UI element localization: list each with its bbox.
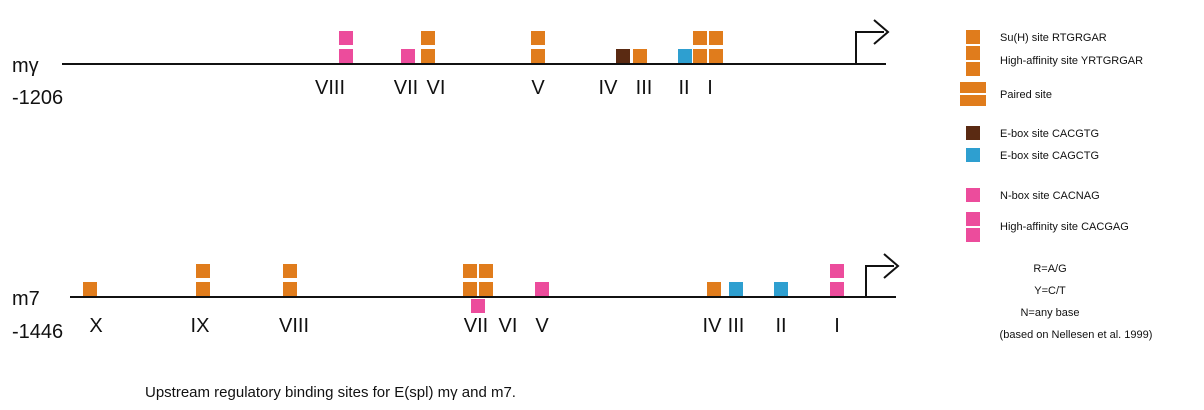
site-x-label: X — [89, 315, 102, 337]
legend-item-3-marker-bottom — [960, 95, 986, 106]
mgamma-gene-label: mγ — [12, 55, 39, 77]
mgamma-arrowhead — [873, 19, 890, 45]
site-vii-mark1-square-1 — [463, 264, 477, 278]
figure-caption: Upstream regulatory binding sites for E(… — [145, 384, 516, 401]
m7-transcription-start-arrow — [865, 265, 894, 297]
site-i-mark1-square-bottom — [830, 282, 844, 296]
site-iv-mark1-square — [616, 49, 630, 63]
site-iii-label: III — [728, 315, 745, 337]
legend-item-5-marker — [966, 148, 980, 162]
legend-item-5-label: E-box site CAGCTG — [1000, 150, 1099, 162]
site-iv-label: IV — [703, 315, 723, 337]
site-vi-label: VI — [427, 77, 446, 99]
legend-item-2-label: High-affinity site YRTGRGAR — [1000, 55, 1143, 67]
site-vii-label: VII — [394, 77, 418, 99]
site-i-label: I — [834, 315, 840, 337]
site-ix-mark1-square-bottom — [196, 282, 210, 296]
legend-item-6-label: N-box site CACNAG — [1000, 190, 1100, 202]
site-i-label: I — [707, 77, 713, 99]
mgamma-sites: VIII VII VI V IV III II I — [315, 31, 723, 99]
legend-item-2-marker-bottom — [966, 62, 980, 76]
site-viii-mark1-square-bottom — [339, 49, 353, 63]
site-viii-mark1-square-top — [339, 31, 353, 45]
legend-item-7-marker-bottom — [966, 228, 980, 242]
site-i-mark1-square-1 — [693, 31, 707, 45]
site-viii-label: VIII — [279, 315, 309, 337]
site-v-label: V — [535, 315, 549, 337]
site-v-mark1-square-top — [531, 31, 545, 45]
site-i-mark1-square-top — [830, 264, 844, 278]
mgamma-start-coordinate: -1206 — [12, 87, 63, 109]
site-ii-mark1-square — [774, 282, 788, 296]
site-x-mark1-square — [83, 282, 97, 296]
site-iv-label: IV — [599, 77, 619, 99]
site-i-mark1-square-3 — [693, 49, 707, 63]
site-ii-mark1-square — [678, 49, 692, 63]
site-viii-label: VIII — [315, 77, 345, 99]
site-iii-mark1-square — [633, 49, 647, 63]
site-iii-label: III — [636, 77, 653, 99]
m7-sites: X IX VIII VII VI V IV III II I — [83, 264, 844, 337]
legend-item-2-marker-top — [966, 46, 980, 60]
site-ix-mark1-square-top — [196, 264, 210, 278]
legend-item-1-label: Su(H) site RTGRGAR — [1000, 32, 1107, 44]
site-ii-label: II — [678, 77, 689, 99]
m7-gene-label: m7 — [12, 288, 40, 310]
key-line-y: Y=C/T — [1034, 285, 1066, 297]
site-vi-mark1-square-bottom — [421, 49, 435, 63]
legend-item-6-marker — [966, 188, 980, 202]
legend: Su(H) site RTGRGAR High-affinity site YRT… — [960, 30, 1143, 242]
site-iii-mark1-square — [729, 282, 743, 296]
m7-start-coordinate: -1446 — [12, 321, 63, 343]
m7-arrowhead — [883, 253, 900, 279]
site-vii-mark1-square — [401, 49, 415, 63]
site-i-mark1-square-4 — [709, 49, 723, 63]
site-vii-label: VII — [464, 315, 488, 337]
site-v-mark1-square — [535, 282, 549, 296]
site-vii-mark1-square-4 — [479, 282, 493, 296]
site-v-mark1-square-bottom — [531, 49, 545, 63]
site-viii-mark1-square-bottom — [283, 282, 297, 296]
site-viii-mark1-square-top — [283, 264, 297, 278]
site-vii-mark1-square-2 — [479, 264, 493, 278]
iupac-key: R=A/G Y=C/T N=any base (based on Nellese… — [1000, 263, 1153, 341]
legend-item-4-marker — [966, 126, 980, 140]
site-vii-mark1-square-3 — [463, 282, 477, 296]
key-citation: (based on Nellesen et al. 1999) — [1000, 329, 1153, 341]
site-ii-label: II — [775, 315, 786, 337]
site-vi-mark1-square-top — [421, 31, 435, 45]
legend-item-7-label: High-affinity site CACGAG — [1000, 221, 1129, 233]
legend-item-1-marker — [966, 30, 980, 44]
track-mgamma: mγ -1206 VIII VII VI V IV III II I — [12, 19, 890, 109]
track-m7: m7 -1446 X IX VIII VII VI V IV III II I — [12, 253, 900, 343]
site-v-label: V — [531, 77, 545, 99]
site-i-mark1-square-2 — [709, 31, 723, 45]
site-vi-label: VI — [499, 315, 518, 337]
key-line-r: R=A/G — [1033, 263, 1066, 275]
legend-item-3-label: Paired site — [1000, 89, 1052, 101]
legend-item-3-marker-top — [960, 82, 986, 93]
mgamma-transcription-start-arrow — [855, 31, 884, 64]
key-line-n: N=any base — [1020, 307, 1079, 319]
legend-item-4-label: E-box site CACGTG — [1000, 128, 1099, 140]
site-ix-label: IX — [191, 315, 210, 337]
site-iv-mark1-square — [707, 282, 721, 296]
site-vii-mark2-square-below — [471, 299, 485, 313]
legend-item-7-marker-top — [966, 212, 980, 226]
